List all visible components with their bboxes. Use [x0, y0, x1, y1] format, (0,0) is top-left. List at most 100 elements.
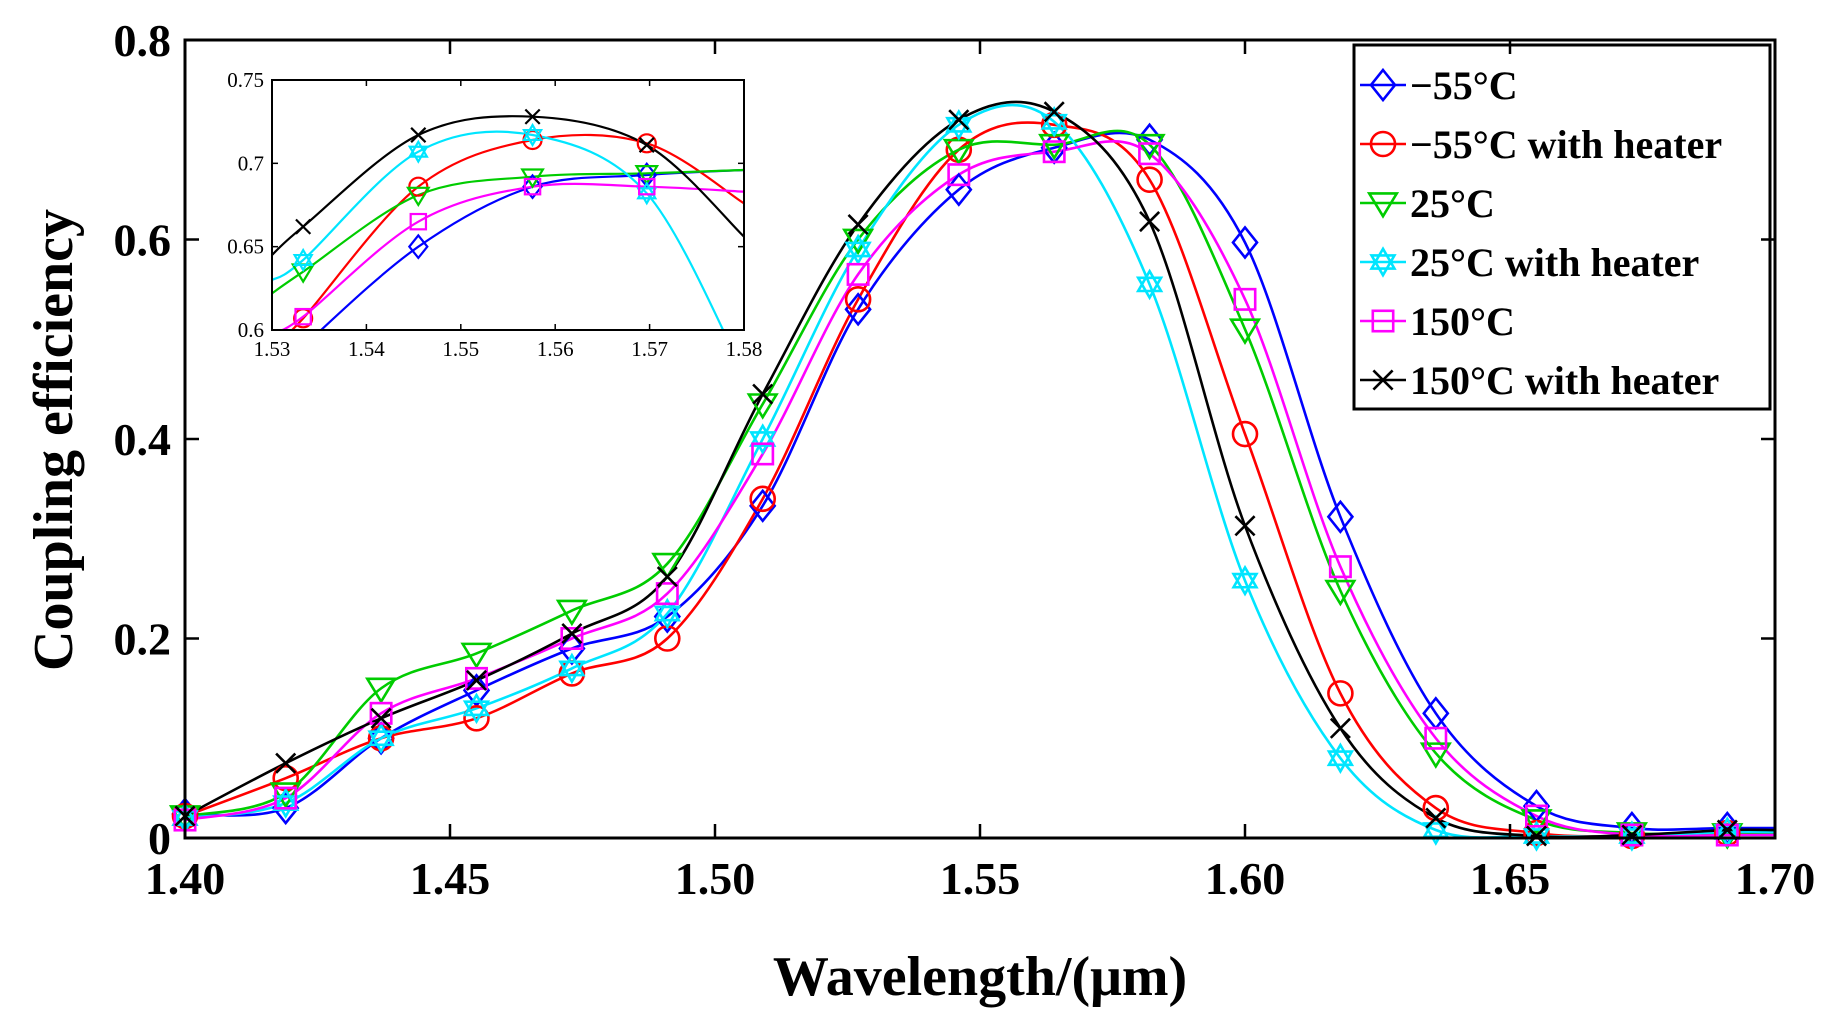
data-point-25-c [269, 782, 302, 809]
main-series-markers [168, 101, 1744, 852]
data-point-150-c [846, 262, 870, 286]
inset-series-line-55-c [319, 168, 744, 330]
legend-marker-55-c [1369, 67, 1397, 103]
data-point-150-c-with-heater [1621, 824, 1643, 846]
legend-marker-150-c-with-heater [1372, 369, 1394, 391]
legend-label-150-c-with-heater: 150°C with heater [1410, 358, 1719, 403]
inset-data-point-25-c-with-heater [636, 181, 658, 206]
main-axis-ticks: 1.40 1.45 1.50 1.55 1.60 1.65 1.70 0 0.2 0.4 0.6 0.… [114, 15, 1816, 904]
legend-label-55-c-with-heater: −55°C with heater [1410, 122, 1722, 167]
legend-label-25-c-with-heater: 25°C with heater [1410, 240, 1699, 285]
legend-entry-55-c: −55°C [1360, 63, 1518, 108]
data-point-150-c [1715, 823, 1739, 847]
data-point-150-c [1138, 142, 1162, 166]
data-point-150-c [1042, 140, 1066, 164]
data-point-55-c [1326, 499, 1355, 534]
inset-data-point-150-c [294, 307, 312, 326]
data-point-25-c [1133, 133, 1166, 161]
inset-data-point-55-c-with-heater [636, 133, 657, 154]
inset-series-line-150-c [279, 182, 744, 330]
inset-data-point-150-c [638, 177, 656, 196]
legend-marker-55-c-with-heater [1369, 130, 1397, 158]
data-point-150-c [1233, 287, 1257, 311]
data-point-150-c-with-heater [1234, 515, 1256, 537]
x-tick-label: 1.40 [145, 853, 226, 904]
inset-data-point-150-c-with-heater [524, 108, 541, 125]
data-point-150-c-with-heater [1716, 819, 1738, 841]
data-point-25-c [555, 599, 589, 627]
legend-frame [1352, 43, 1772, 411]
inset-data-point-150-c-with-heater [410, 127, 427, 143]
data-point-150-c-with-heater [1525, 825, 1548, 847]
data-point-150-c-with-heater [275, 752, 297, 774]
data-point-150-c-with-heater [1425, 807, 1447, 829]
data-point-150-c-with-heater [948, 109, 970, 131]
inset-data-point-55-c [407, 233, 429, 260]
data-point-150-c [1525, 804, 1549, 828]
data-point-55-c-with-heater [1136, 166, 1163, 193]
data-point-150-c [560, 626, 584, 650]
inset-x-tick-label: 1.58 [726, 337, 763, 361]
inset-data-point-150-c-with-heater [295, 218, 312, 235]
x-tick-label: 1.50 [675, 853, 756, 904]
data-point-55-c-with-heater [463, 704, 490, 732]
data-point-150-c-with-heater [752, 383, 774, 405]
inset-data-point-150-c-with-heater [638, 137, 655, 153]
data-point-150-c [947, 163, 971, 187]
data-point-55-c-with-heater [1327, 680, 1354, 707]
y-tick-label: 0.4 [114, 414, 172, 465]
legend-label-55-c: −55°C [1410, 63, 1518, 108]
y-tick-label: 0.2 [114, 614, 172, 665]
inset-data-point-150-c [409, 212, 428, 231]
data-point-150-c-with-heater [370, 707, 392, 729]
data-point-25-c [1520, 809, 1553, 836]
data-point-150-c [751, 442, 775, 466]
data-point-150-c [1328, 555, 1352, 579]
data-point-25-c [1324, 579, 1357, 607]
data-point-150-c-with-heater [656, 566, 678, 588]
inset-data-point-25-c-with-heater [407, 139, 429, 164]
data-point-150-c [274, 786, 298, 810]
legend-entry-150-c-with-heater: 150°C with heater [1360, 358, 1719, 403]
legend-entry-150-c: 150°C [1360, 299, 1515, 344]
inset-axis-ticks: 1.53 1.54 1.55 1.56 1.57 1.58 0.6 0.65 0.7 0.75 [227, 68, 762, 361]
y-axis-label: Coupling efficiency [23, 209, 85, 671]
data-point-55-c [844, 292, 872, 327]
x-tick-label: 1.65 [1470, 853, 1551, 904]
inset-frame [271, 79, 745, 331]
data-point-25-c-with-heater [844, 233, 872, 266]
inset-y-tick-label: 0.6 [238, 318, 264, 342]
inset-background [272, 80, 744, 330]
data-point-150-c-with-heater [1043, 101, 1065, 123]
legend-entry-25-c-with-heater: 25°C with heater [1360, 240, 1699, 285]
inset-data-point-25-c [634, 165, 660, 186]
x-axis-label: Wavelength/(μm) [773, 946, 1187, 1008]
legend: −55°C −55°C with heater 25°C 25°C with heat… [1352, 43, 1772, 411]
data-point-150-c-with-heater [1329, 717, 1351, 739]
legend-entry-55-c-with-heater: −55°C with heater [1360, 122, 1722, 167]
inset-y-tick-label: 0.7 [238, 151, 264, 175]
x-tick-label: 1.60 [1205, 853, 1286, 904]
inset-y-tick-label: 0.65 [227, 235, 264, 259]
data-point-55-c [558, 631, 586, 666]
y-tick-label: 0.6 [114, 215, 172, 266]
data-point-55-c-with-heater [1422, 794, 1450, 822]
data-point-150-c-with-heater [465, 669, 488, 691]
inset-series-line-55-c-with-heater [290, 133, 744, 330]
data-point-25-c-with-heater [1326, 742, 1355, 775]
inset-data-point-25-c-with-heater [292, 247, 314, 273]
data-point-25-c-with-heater [558, 652, 586, 685]
data-point-25-c [651, 552, 684, 580]
data-point-25-c-with-heater [272, 787, 300, 819]
inset-x-tick-label: 1.57 [631, 337, 668, 361]
inset-x-tick-label: 1.55 [442, 337, 479, 361]
inset-data-point-25-c-with-heater [522, 122, 544, 148]
inset-x-tick-label: 1.56 [537, 337, 574, 361]
data-point-55-c-with-heater [749, 485, 777, 513]
data-point-25-c [460, 642, 493, 670]
legend-marker-25-c-with-heater [1369, 246, 1397, 278]
inset-y-tick-label: 0.75 [227, 68, 264, 92]
data-point-25-c-with-heater [1231, 564, 1259, 597]
data-point-150-c [464, 666, 488, 690]
